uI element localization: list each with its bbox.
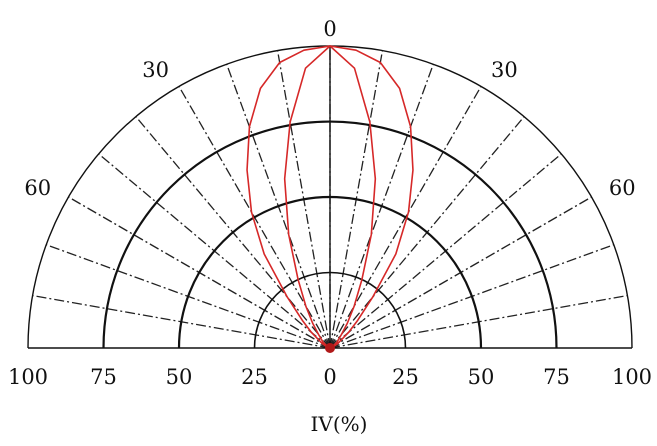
series-layer: [246, 45, 414, 353]
angle-label: 30: [142, 58, 169, 82]
radial-tick-label: 100: [612, 365, 652, 389]
radial-tick-label: 0: [323, 365, 336, 389]
label-layer: 100 75 50 25 0 25 50 75 100 0 30 30 60 60: [8, 17, 652, 389]
x-axis-label: IV(%): [311, 412, 368, 436]
radial-tick-label: 25: [241, 365, 268, 389]
grid-layer: [27, 45, 633, 349]
radial-tick-label: 25: [392, 365, 419, 389]
angle-label: 30: [491, 58, 518, 82]
radial-tick-label: 50: [468, 365, 495, 389]
radial-tick-label: 100: [8, 365, 48, 389]
angle-label: 60: [24, 176, 51, 200]
origin-marker: [325, 343, 335, 353]
series-line-2: [283, 45, 377, 349]
angle-label: 0: [323, 17, 336, 41]
radial-tick-label: 50: [166, 365, 193, 389]
angle-label: 60: [609, 176, 636, 200]
radial-tick-label: 75: [543, 365, 570, 389]
radial-tick-label: 75: [90, 365, 117, 389]
